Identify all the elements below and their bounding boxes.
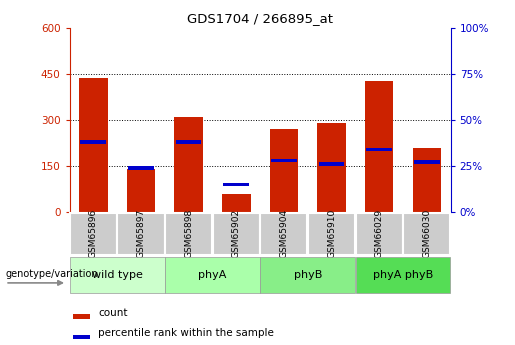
Text: phyA: phyA bbox=[198, 270, 227, 280]
Bar bbox=[127, 169, 155, 212]
Bar bbox=[224, 183, 249, 186]
Bar bbox=[413, 148, 441, 212]
Text: count: count bbox=[98, 308, 128, 317]
Bar bbox=[70, 213, 117, 255]
Bar bbox=[366, 148, 392, 151]
Text: genotype/variation: genotype/variation bbox=[5, 269, 98, 279]
Text: GSM66029: GSM66029 bbox=[375, 209, 384, 258]
Bar bbox=[128, 166, 154, 170]
Bar bbox=[79, 78, 108, 212]
Bar bbox=[403, 213, 451, 255]
Text: GSM65910: GSM65910 bbox=[327, 209, 336, 258]
Bar bbox=[80, 140, 106, 144]
Bar bbox=[176, 140, 201, 144]
Bar bbox=[270, 129, 298, 212]
Bar bbox=[414, 160, 440, 164]
Bar bbox=[365, 81, 393, 212]
Text: wild type: wild type bbox=[92, 270, 143, 280]
Text: GSM65898: GSM65898 bbox=[184, 209, 193, 258]
Bar bbox=[213, 213, 260, 255]
Text: GSM65897: GSM65897 bbox=[136, 209, 145, 258]
Bar bbox=[317, 123, 346, 212]
Bar bbox=[260, 213, 307, 255]
Bar bbox=[355, 257, 451, 293]
Text: GSM65904: GSM65904 bbox=[280, 209, 288, 258]
Bar bbox=[260, 257, 355, 293]
Title: GDS1704 / 266895_at: GDS1704 / 266895_at bbox=[187, 12, 333, 25]
Bar bbox=[165, 213, 212, 255]
Bar bbox=[117, 213, 165, 255]
Bar bbox=[319, 162, 345, 166]
Text: percentile rank within the sample: percentile rank within the sample bbox=[98, 328, 274, 338]
Text: GSM65902: GSM65902 bbox=[232, 209, 241, 258]
Text: phyA phyB: phyA phyB bbox=[373, 270, 433, 280]
Text: GSM66030: GSM66030 bbox=[422, 209, 431, 258]
Bar bbox=[271, 159, 297, 162]
Bar bbox=[355, 213, 403, 255]
Bar bbox=[222, 194, 250, 212]
Text: phyB: phyB bbox=[294, 270, 322, 280]
Bar bbox=[70, 257, 165, 293]
Bar bbox=[73, 335, 91, 339]
Text: GSM65896: GSM65896 bbox=[89, 209, 98, 258]
Bar bbox=[174, 117, 203, 212]
Bar bbox=[308, 213, 355, 255]
Bar bbox=[165, 257, 260, 293]
Bar bbox=[73, 314, 91, 319]
